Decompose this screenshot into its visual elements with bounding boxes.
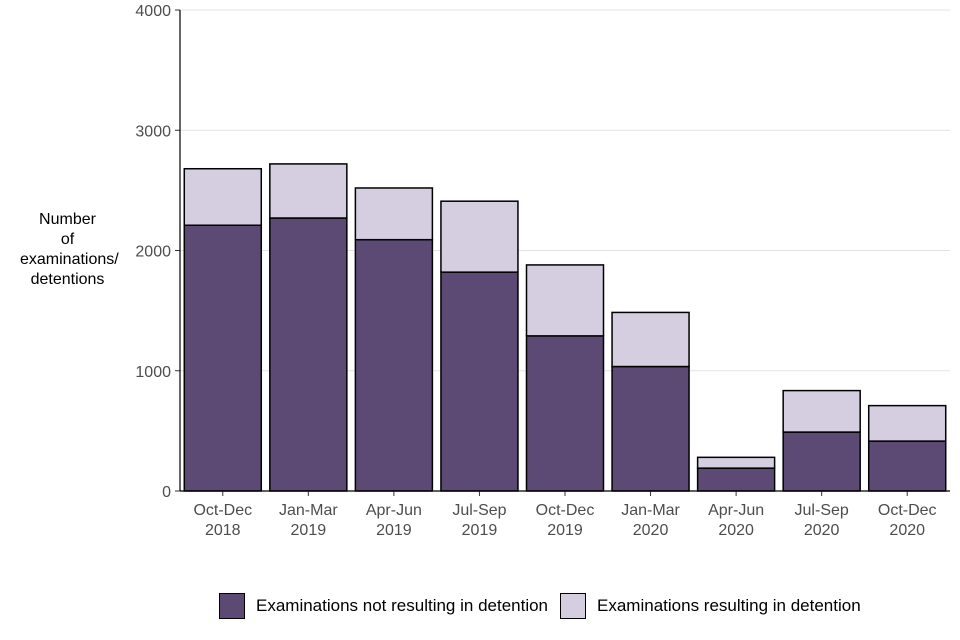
bar-detained bbox=[696, 456, 776, 469]
x-tick-label: 2019 bbox=[547, 522, 583, 539]
x-tick-label: 2019 bbox=[376, 522, 412, 539]
x-tick-labels: Oct-Dec 2018 Jan-Mar 2019 Apr-Jun 2019 Jul-Sep… bbox=[193, 502, 936, 539]
x-tick-label: 2020 bbox=[718, 522, 754, 539]
legend-item-detained: Examinations resulting in detention bbox=[560, 593, 861, 619]
bar-detained bbox=[269, 163, 348, 219]
x-tick-label: 2020 bbox=[889, 522, 925, 539]
x-tick-label: Apr-Jun bbox=[708, 502, 764, 519]
axes bbox=[175, 9, 950, 496]
x-tick-label: Oct-Dec bbox=[536, 502, 595, 519]
y-axis-label-line: Number bbox=[39, 211, 96, 228]
bar-detained bbox=[867, 404, 947, 442]
bar-detained bbox=[354, 187, 434, 241]
x-tick-label: Jan-Mar bbox=[279, 502, 338, 519]
legend-label-not-detained: Examinations not resulting in detention bbox=[256, 596, 549, 615]
bar-detained bbox=[611, 311, 690, 368]
x-tick-label: 2018 bbox=[205, 522, 241, 539]
legend-swatch-not-detained bbox=[219, 593, 245, 619]
legend-swatch-detained bbox=[560, 593, 587, 619]
bar-not-detained bbox=[269, 217, 348, 492]
bars bbox=[183, 163, 947, 492]
bar-detained bbox=[440, 200, 519, 273]
bar-not-detained bbox=[354, 238, 434, 492]
x-tick-label: Jul-Sep bbox=[795, 502, 849, 519]
bar-not-detained bbox=[867, 440, 947, 492]
y-tick-label: 1000 bbox=[135, 364, 171, 381]
y-tick-label: 2000 bbox=[135, 244, 171, 261]
legend-label-detained: Examinations resulting in detention bbox=[597, 596, 861, 615]
y-axis-label: Number of examinations/ detentions bbox=[20, 210, 119, 290]
x-tick-label: 2019 bbox=[291, 522, 327, 539]
bar-not-detained bbox=[183, 224, 263, 492]
bar-not-detained bbox=[611, 365, 690, 492]
x-tick-label: Jan-Mar bbox=[621, 502, 680, 519]
bar-detained bbox=[525, 264, 605, 337]
bar-not-detained bbox=[525, 335, 605, 492]
y-axis-label-line: detentions bbox=[30, 271, 105, 288]
y-tick-labels: 0 1000 2000 3000 4000 bbox=[135, 3, 171, 501]
x-tick-label: 2019 bbox=[462, 522, 498, 539]
x-tick-label: Apr-Jun bbox=[366, 502, 422, 519]
bar-not-detained bbox=[782, 431, 861, 492]
y-tick-label: 4000 bbox=[135, 3, 171, 20]
legend-item-not-detained: Examinations not resulting in detention bbox=[219, 593, 548, 619]
x-tick-label: Oct-Dec bbox=[878, 502, 937, 519]
bar-not-detained bbox=[440, 271, 519, 492]
bar-detained bbox=[183, 167, 263, 226]
y-tick-label: 3000 bbox=[135, 123, 171, 140]
legend: Examinations not resulting in detention … bbox=[219, 592, 873, 620]
bar-not-detained bbox=[696, 467, 776, 492]
y-axis-label-line: examinations/ bbox=[20, 251, 119, 268]
x-tick-label: Oct-Dec bbox=[193, 502, 252, 519]
x-tick-label: 2020 bbox=[633, 522, 669, 539]
bar-detained bbox=[782, 389, 861, 433]
y-axis-label-line: of bbox=[60, 231, 75, 248]
y-tick-label: 0 bbox=[162, 484, 171, 501]
x-tick-label: 2020 bbox=[804, 522, 840, 539]
x-tick-label: Jul-Sep bbox=[452, 502, 506, 519]
